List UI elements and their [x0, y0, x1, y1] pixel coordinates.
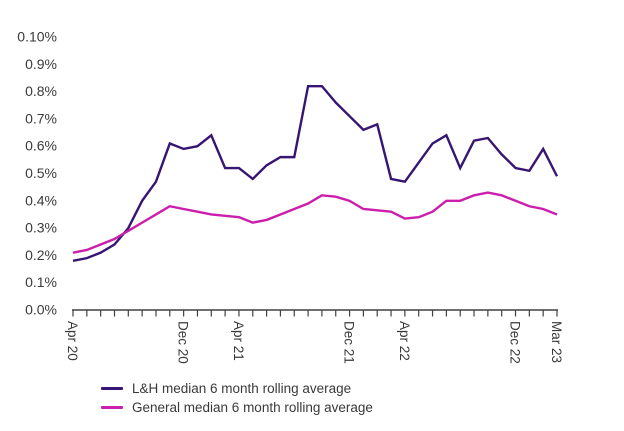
svg-text:Dec 21: Dec 21 — [342, 321, 357, 364]
svg-text:0.9%: 0.9% — [25, 56, 57, 72]
legend-line-swatch-general — [101, 406, 123, 409]
legend-item-lh: L&H median 6 month rolling average — [101, 379, 373, 398]
svg-text:0.2%: 0.2% — [25, 247, 57, 263]
svg-text:0.6%: 0.6% — [25, 138, 57, 154]
svg-text:Apr 21: Apr 21 — [231, 321, 246, 361]
svg-text:0.0%: 0.0% — [25, 302, 57, 318]
svg-text:0.8%: 0.8% — [25, 83, 57, 99]
svg-text:Dec 22: Dec 22 — [508, 321, 523, 364]
svg-text:0.4%: 0.4% — [25, 192, 57, 208]
svg-text:0.3%: 0.3% — [25, 220, 57, 236]
line-chart: 0.0% 0.1% 0.2% 0.3% 0.4% 0.5% 0.6% 0.7% 0.8% 0.9%… — [17, 29, 564, 364]
svg-text:Mar 23: Mar 23 — [549, 321, 564, 363]
legend-line-swatch-lh — [101, 387, 123, 390]
legend-label-lh: L&H median 6 month rolling average — [132, 381, 352, 396]
legend-item-general: General median 6 month rolling average — [101, 398, 373, 417]
svg-text:Apr 20: Apr 20 — [65, 321, 80, 361]
svg-text:0.7%: 0.7% — [25, 110, 57, 126]
svg-text:0.10%: 0.10% — [17, 29, 57, 45]
svg-text:Apr 22: Apr 22 — [397, 321, 412, 361]
legend-label-general: General median 6 month rolling average — [132, 400, 373, 415]
svg-text:0.1%: 0.1% — [25, 274, 57, 290]
chart-legend: L&H median 6 month rolling average Gener… — [101, 379, 373, 417]
svg-text:Dec 20: Dec 20 — [176, 321, 191, 364]
svg-text:0.5%: 0.5% — [25, 165, 57, 181]
